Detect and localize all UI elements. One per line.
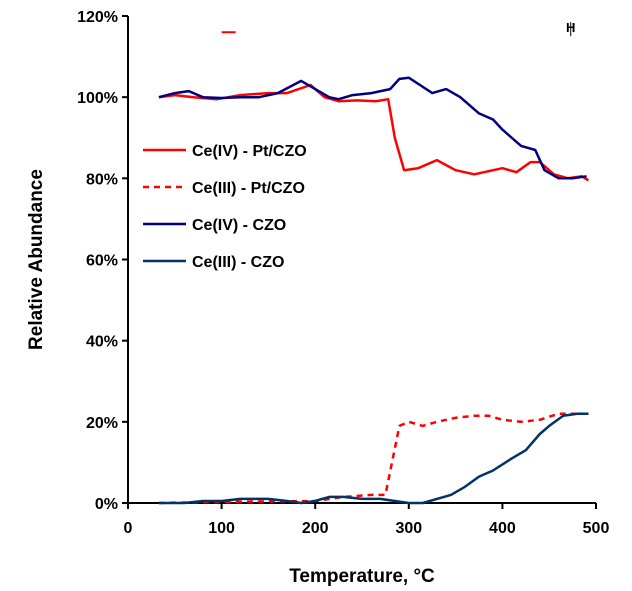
- y-tick-label: 0%: [95, 496, 118, 513]
- x-tick-label: 300: [395, 520, 422, 537]
- y-tick-label: 120%: [77, 9, 118, 26]
- annotations: H: [221, 20, 575, 37]
- legend-label: Ce(IV) - Pt/CZO: [192, 143, 307, 160]
- series-layer: [158, 76, 590, 505]
- x-tick-label: 400: [489, 520, 516, 537]
- series-line-2: [158, 76, 587, 180]
- annotation-label: H: [566, 20, 575, 35]
- y-tick-label: 40%: [86, 334, 118, 351]
- series-line-0: [158, 83, 590, 182]
- y-tick-label: 20%: [86, 415, 118, 432]
- legend-label: Ce(III) - CZO: [192, 254, 284, 271]
- legend: Ce(IV) - Pt/CZO Ce(III) - Pt/CZO Ce(IV) - …: [143, 143, 307, 271]
- series-line-1: [158, 412, 589, 505]
- x-axis-title: Temperature, °C: [289, 566, 435, 587]
- legend-label: Ce(IV) - CZO: [192, 217, 286, 234]
- axes: 0% 20% 40% 60% 80% 100% 120% 0 100 200 300 400 500 Te…: [26, 9, 609, 587]
- legend-label: Ce(III) - Pt/CZO: [192, 180, 305, 197]
- x-tick-label: 100: [208, 520, 235, 537]
- y-tick-label: 60%: [86, 253, 118, 270]
- y-axis-title: Relative Abundance: [26, 169, 47, 350]
- y-tick-label: 100%: [77, 90, 118, 107]
- x-tick-label: 500: [583, 520, 610, 537]
- y-tick-label: 80%: [86, 171, 118, 188]
- x-tick-label: 0: [124, 520, 133, 537]
- series-line-3: [158, 412, 589, 505]
- x-tick-label: 200: [302, 520, 329, 537]
